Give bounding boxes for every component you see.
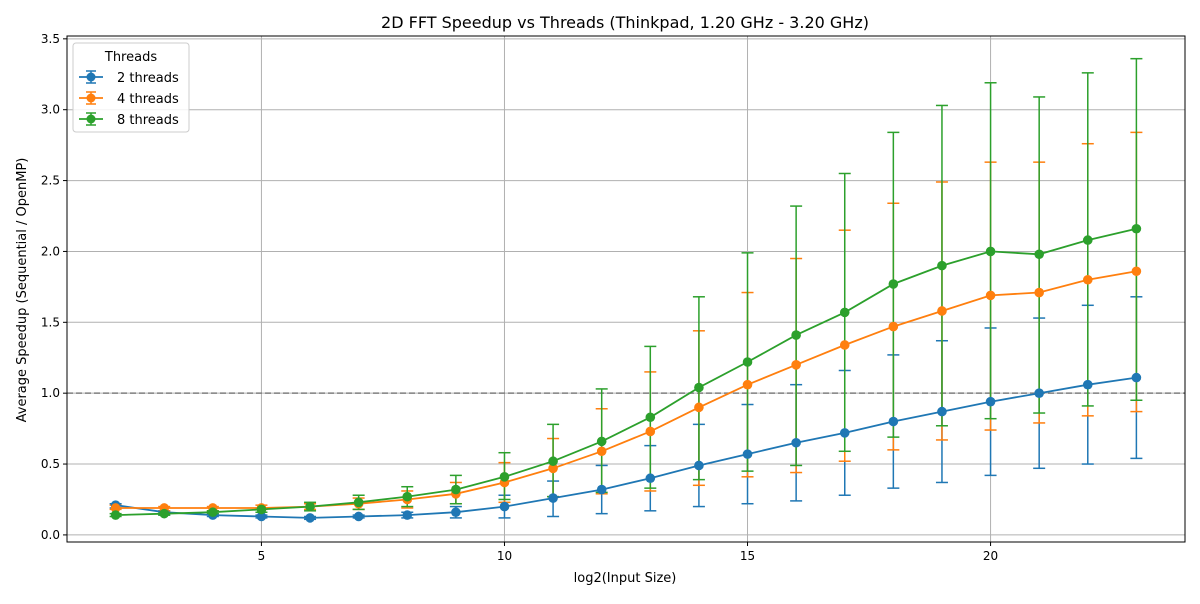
data-point-4-threads — [888, 321, 899, 332]
data-point-4-threads — [694, 402, 704, 413]
data-point-8-threads — [742, 357, 753, 367]
data-point-2-threads — [353, 511, 364, 522]
legend-swatch-marker — [86, 72, 96, 82]
series-lines — [115, 227, 1137, 519]
data-point-8-threads — [888, 279, 899, 289]
data-point-8-threads — [256, 504, 267, 515]
data-point-8-threads — [1131, 223, 1142, 234]
data-point-2-threads — [305, 513, 315, 523]
data-point-4-threads — [110, 503, 121, 513]
data-point-8-threads — [110, 510, 121, 520]
data-point-8-threads — [305, 501, 315, 512]
data-point-8-threads — [353, 497, 364, 508]
data-point-8-threads — [839, 307, 850, 318]
y-tick-label: 3.5 — [41, 32, 60, 46]
data-point-4-threads — [937, 306, 947, 316]
legend-title: Threads — [104, 50, 157, 65]
series-line-8-threads — [115, 227, 1137, 516]
data-point-2-threads — [499, 501, 510, 512]
x-axis-label: log2(Input Size) — [574, 571, 677, 586]
y-tick-label: 1.5 — [41, 315, 60, 329]
plot-frame — [66, 35, 1186, 543]
legend-items: 2 threads 4 threads 8 threads — [79, 70, 179, 128]
data-point-8-threads — [694, 382, 704, 393]
data-point-8-threads — [596, 436, 607, 447]
data-point-4-threads — [985, 290, 996, 301]
data-point-8-threads — [1034, 249, 1044, 260]
data-point-4-threads — [548, 463, 558, 474]
y-tick-label: 0.0 — [41, 528, 60, 542]
data-point-4-threads — [791, 360, 801, 370]
x-tick-label: 10 — [497, 549, 512, 563]
data-point-2-threads — [985, 396, 996, 407]
legend-label-8-threads: 8 threads — [117, 113, 179, 128]
y-tick-label: 2.0 — [41, 244, 60, 258]
data-point-4-threads — [596, 446, 607, 457]
data-point-8-threads — [985, 246, 996, 257]
data-point-2-threads — [645, 473, 656, 484]
data-point-2-threads — [256, 511, 267, 522]
data-point-8-threads — [159, 508, 170, 519]
data-point-4-threads — [1082, 274, 1093, 285]
data-point-2-threads — [1082, 379, 1093, 390]
data-point-8-threads — [499, 472, 510, 482]
chart-title: 2D FFT Speedup vs Threads (Thinkpad, 1.2… — [381, 13, 869, 32]
data-point-2-threads — [596, 484, 607, 495]
x-tick-label: 20 — [983, 549, 998, 563]
y-tick-label: 1.0 — [41, 386, 60, 400]
axis-ticks: 5 10 15 20 0.0 0.5 1.0 1.5 2.0 2.5 3.0 3.5 — [41, 32, 998, 563]
legend-swatch-marker — [86, 114, 96, 124]
data-point-2-threads — [1034, 388, 1044, 398]
data-point-2-threads — [791, 437, 801, 448]
data-point-2-threads — [1131, 372, 1142, 383]
data-point-2-threads — [694, 460, 704, 471]
x-tick-label: 5 — [258, 549, 266, 563]
data-point-8-threads — [791, 330, 801, 340]
y-tick-label: 2.5 — [41, 174, 60, 188]
y-axis-label: Average Speedup (Sequential / OpenMP) — [15, 158, 30, 423]
y-tick-label: 0.5 — [41, 457, 60, 471]
legend-label-4-threads: 4 threads — [117, 92, 179, 107]
data-point-8-threads — [208, 507, 218, 518]
data-point-4-threads — [1034, 287, 1044, 298]
legend-swatch-marker — [86, 93, 96, 103]
x-tick-label: 15 — [740, 549, 755, 563]
data-point-2-threads — [742, 449, 753, 459]
legend-label-2-threads: 2 threads — [117, 71, 179, 86]
data-point-4-threads — [742, 379, 753, 390]
data-point-8-threads — [645, 412, 656, 423]
data-point-8-threads — [451, 484, 461, 495]
data-point-2-threads — [937, 406, 947, 417]
data-point-8-threads — [402, 491, 413, 502]
data-point-8-threads — [937, 260, 947, 271]
data-point-4-threads — [645, 426, 656, 437]
data-point-2-threads — [548, 493, 558, 503]
legend-box — [72, 42, 190, 133]
data-point-4-threads — [839, 340, 850, 350]
legend: Threads 2 threads 4 threads 8 threads — [72, 42, 190, 133]
data-point-2-threads — [839, 428, 850, 438]
series-line-2-threads — [115, 376, 1137, 519]
data-point-2-threads — [402, 510, 413, 520]
data-point-4-threads — [1131, 266, 1142, 277]
data-point-2-threads — [888, 416, 899, 427]
data-point-8-threads — [1082, 235, 1093, 245]
series-points — [110, 223, 1142, 523]
data-point-2-threads — [451, 507, 461, 518]
data-point-8-threads — [548, 456, 558, 467]
y-tick-label: 3.0 — [41, 103, 60, 117]
